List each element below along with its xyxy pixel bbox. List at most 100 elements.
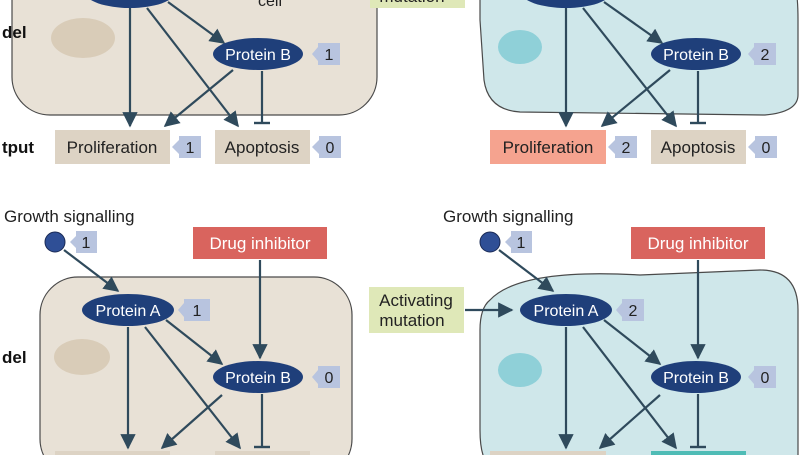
activating-mutation-line1: Activating <box>379 291 453 310</box>
nucleus <box>54 339 110 375</box>
edge-signal-a <box>498 249 555 292</box>
drug-inhibitor-box <box>631 227 765 259</box>
badge-pointer <box>616 303 622 317</box>
badge-pointer <box>312 47 318 61</box>
apoptosis-label: Apoptosis <box>661 138 736 157</box>
protein-b-badge <box>318 366 340 388</box>
edge-a-b <box>165 319 224 365</box>
protein-b-label: Protein B <box>663 47 729 64</box>
row-label-model-top: del <box>2 23 27 42</box>
badge-pointer <box>178 303 184 317</box>
drug-inhibitor-box <box>193 227 327 259</box>
activating-mutation-box <box>369 287 464 333</box>
edge-b-prolif <box>163 69 234 127</box>
proliferation-value: 1 <box>186 140 195 157</box>
edge-a-b <box>167 1 226 44</box>
bottom-left-panel: Growth signalling 1 Drug inhibitor Prote… <box>4 207 353 455</box>
proliferation-box-partial <box>55 451 170 455</box>
apoptosis-box <box>215 130 310 164</box>
protein-b-label: Protein B <box>225 47 291 64</box>
protein-b-node <box>213 38 303 70</box>
signal-badge <box>511 231 532 253</box>
edge-a-b <box>603 1 664 44</box>
proliferation-badge <box>179 136 201 158</box>
proliferation-badge <box>615 136 637 158</box>
apoptosis-badge <box>319 136 341 158</box>
row-label-output-top: tput <box>2 138 34 157</box>
protein-a-label: Protein A <box>534 303 599 320</box>
proliferation-box <box>490 130 606 164</box>
bottom-right-panel: Growth signalling 1 Drug inhibitor Activ… <box>369 207 799 455</box>
proliferation-label: Proliferation <box>503 138 594 157</box>
protein-a-top-right <box>527 0 605 8</box>
top-left-panel: cell Protein B 1 Proliferation 1 Apoptos… <box>11 0 378 164</box>
badge-pointer <box>70 236 76 248</box>
cell-label: cell <box>258 0 282 10</box>
edge-a-apop <box>144 326 241 450</box>
top-right-panel: mutation Protein B 2 Proliferation 2 Apo… <box>370 0 799 164</box>
protein-a-badge <box>184 299 210 321</box>
growth-signalling-label: Growth signalling <box>443 207 573 226</box>
edge-a-apop <box>582 7 677 128</box>
mutation-box <box>370 0 465 8</box>
protein-b-badge <box>754 366 776 388</box>
badge-pointer <box>748 140 755 154</box>
proliferation-value: 2 <box>622 140 631 157</box>
badge-pointer <box>312 370 318 384</box>
apoptosis-value: 0 <box>326 140 335 157</box>
apoptosis-value: 0 <box>762 140 771 157</box>
edge-b-prolif <box>160 394 223 450</box>
nucleus <box>51 18 115 58</box>
badge-pointer <box>312 140 319 154</box>
proliferation-box-partial <box>490 451 606 455</box>
drug-inhibitor-label: Drug inhibitor <box>209 234 310 253</box>
protein-b-badge <box>754 43 776 65</box>
protein-b-label: Protein B <box>225 370 291 387</box>
apoptosis-box-partial <box>215 451 310 455</box>
drug-inhibitor-label: Drug inhibitor <box>647 234 748 253</box>
edge-signal-a <box>63 249 120 292</box>
edge-a-apop <box>146 7 239 128</box>
edge-b-prolif <box>600 69 671 127</box>
protein-b-value: 2 <box>761 47 770 64</box>
edge-a-apop <box>582 326 677 450</box>
edge-a-b <box>603 319 662 365</box>
growth-signalling-label: Growth signalling <box>4 207 134 226</box>
protein-a-node <box>520 294 612 326</box>
protein-b-node <box>213 361 303 393</box>
protein-b-node <box>651 361 741 393</box>
protein-b-value: 0 <box>325 370 334 387</box>
protein-b-value: 1 <box>325 47 334 64</box>
signal-badge <box>76 231 97 253</box>
mutation-label: mutation <box>379 0 444 6</box>
proliferation-box <box>55 130 170 164</box>
apoptosis-badge <box>755 136 777 158</box>
nucleus <box>498 353 542 387</box>
row-label-model-bottom: del <box>2 348 27 367</box>
badge-pointer <box>172 140 179 154</box>
badge-pointer <box>608 140 615 154</box>
protein-a-value: 1 <box>193 303 202 320</box>
badge-pointer <box>748 47 754 61</box>
badge-pointer <box>505 236 511 248</box>
apoptosis-box <box>651 130 746 164</box>
protein-a-node <box>82 294 174 326</box>
apoptosis-label: Apoptosis <box>225 138 300 157</box>
signal-node <box>479 231 501 253</box>
badge-pointer <box>748 370 754 384</box>
edge-b-prolif <box>598 394 661 450</box>
cancer-cell <box>479 0 799 116</box>
protein-b-badge <box>318 43 340 65</box>
protein-b-value: 0 <box>761 370 770 387</box>
protein-a-top-left <box>91 0 169 8</box>
protein-b-node <box>651 38 741 70</box>
signal-node <box>44 231 66 253</box>
apoptosis-box-partial <box>651 451 746 455</box>
signal-value: 1 <box>517 235 526 252</box>
protein-b-label: Protein B <box>663 370 729 387</box>
signal-value: 1 <box>82 235 91 252</box>
nucleus <box>498 30 542 64</box>
protein-a-badge <box>622 299 644 321</box>
